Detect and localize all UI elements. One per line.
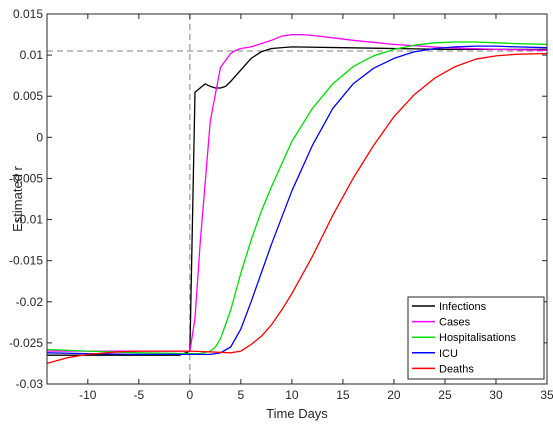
y-tick-labels: -0.03 -0.025 -0.02 -0.015 -0.01 -0.005 0 0.005 0…	[9, 7, 43, 391]
x-tick-label: 25	[438, 388, 452, 402]
series-line-infections	[47, 46, 547, 356]
y-tick-label: -0.025	[9, 336, 43, 350]
legend-label-infections: Infections	[439, 301, 487, 313]
x-tick-label: 30	[489, 388, 503, 402]
y-axis-label: Estimated r	[10, 165, 25, 231]
x-tick-labels: -10 -5 0 5 10 15 20 25 30 35	[79, 388, 553, 402]
y-tick-label: 0.005	[13, 89, 43, 103]
y-tick-label: -0.015	[9, 254, 43, 268]
y-tick-label: 0.015	[13, 7, 43, 21]
legend-label-hospitalisations: Hospitalisations	[439, 332, 517, 344]
x-axis-label: Time Days	[266, 406, 328, 421]
x-tick-label: 20	[387, 388, 401, 402]
x-tick-label: 5	[238, 388, 245, 402]
reference-lines	[47, 14, 547, 384]
series-line-deaths	[46, 52, 548, 365]
series-line-icu	[46, 45, 548, 356]
x-tick-label: -5	[134, 388, 145, 402]
y-tick-label: -0.01	[16, 213, 44, 227]
y-tick-label: 0.01	[20, 48, 44, 62]
legend-label-cases: Cases	[439, 317, 471, 329]
plot-frame	[46, 13, 548, 385]
legend-label-deaths: Deaths	[439, 363, 474, 375]
y-tick-label: -0.03	[16, 377, 44, 391]
series-line-hospitalisations	[46, 41, 548, 355]
y-tick-label: -0.005	[9, 171, 43, 185]
y-tick-label: 0	[36, 130, 43, 144]
x-tick-label: 35	[540, 388, 553, 402]
legend: Infections Cases Hospitalisations ICU Deaths	[407, 296, 545, 380]
x-tick-label: 0	[187, 388, 194, 402]
legend-box	[407, 296, 545, 380]
axis-ticks	[47, 13, 548, 385]
y-tick-label: -0.02	[16, 295, 44, 309]
legend-label-icu: ICU	[439, 348, 458, 360]
x-tick-label: -10	[79, 388, 97, 402]
x-tick-label: 10	[285, 388, 299, 402]
series-line-cases	[47, 33, 548, 352]
series-group	[46, 33, 548, 365]
x-tick-label: 15	[336, 388, 350, 402]
